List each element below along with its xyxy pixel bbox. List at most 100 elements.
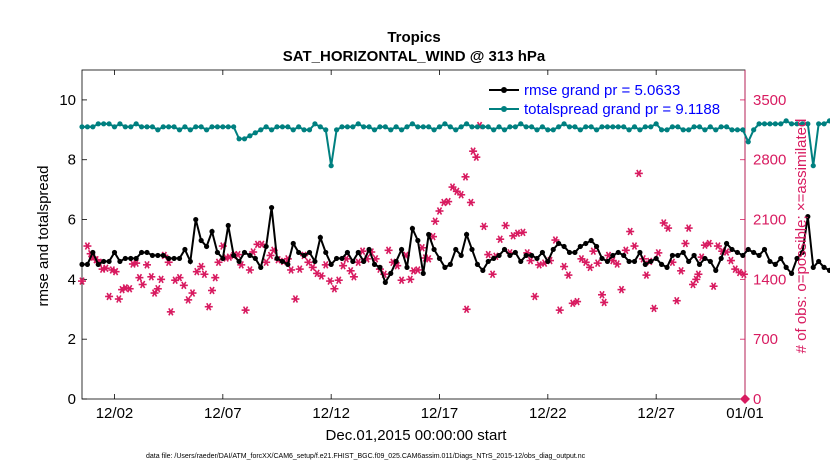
obs-marker	[439, 198, 448, 207]
obs-marker	[689, 280, 697, 289]
obs-marker-core	[511, 234, 515, 238]
totalspread-point	[106, 121, 112, 127]
totalspread-point	[328, 163, 334, 169]
totalspread-point	[556, 124, 562, 130]
obs-marker-core	[596, 261, 600, 265]
rmse-point	[122, 255, 128, 262]
totalspread-point	[480, 124, 486, 130]
x-tick-label: 12/12	[312, 405, 350, 422]
y-right-axis-label: # of obs: o=possible; ×=assimilated	[793, 119, 810, 354]
rmse-point	[436, 255, 443, 262]
totalspread-point	[593, 127, 600, 133]
rmse-point	[366, 246, 372, 253]
totalspread-point	[615, 124, 621, 130]
obs-marker	[626, 227, 635, 236]
obs-marker	[469, 147, 478, 156]
obs-marker-core	[120, 288, 124, 292]
rmse-point	[79, 261, 85, 268]
obs-marker	[586, 263, 595, 272]
totalspread-point	[621, 124, 627, 130]
rmse-point	[718, 255, 724, 262]
obs-marker-core	[311, 265, 315, 269]
obs-marker-core	[724, 250, 729, 254]
totalspread-point	[642, 124, 648, 130]
totalspread-point	[90, 124, 96, 130]
rmse-point	[761, 246, 768, 253]
obs-marker-core	[679, 269, 683, 273]
rmse-point	[296, 249, 302, 256]
totalspread-point	[778, 121, 784, 127]
rmse-point	[166, 255, 172, 262]
obs-marker	[208, 286, 216, 295]
y-tick-label: 8	[68, 152, 76, 169]
totalspread-point	[577, 127, 583, 133]
obs-marker-core	[628, 229, 632, 234]
rmse-point	[583, 240, 589, 247]
totalspread-point	[409, 121, 416, 127]
totalspread-point	[95, 121, 101, 127]
rmse-point	[198, 237, 204, 244]
totalspread-point	[821, 121, 827, 127]
rmse-point	[431, 246, 437, 253]
obs-marker	[132, 259, 141, 268]
obs-marker-core	[542, 261, 547, 265]
totalspread-point	[138, 124, 145, 130]
obs-marker-core	[656, 251, 660, 255]
rmse-point	[361, 258, 367, 265]
rmse-point	[160, 252, 166, 259]
obs-marker	[713, 242, 722, 250]
rmse-point	[485, 258, 491, 265]
rmse-point	[306, 249, 313, 256]
obs-marker	[564, 271, 573, 279]
obs-marker-core	[416, 268, 420, 272]
rmse-point	[593, 243, 600, 250]
totalspread-point	[637, 127, 643, 133]
totalspread-point	[610, 124, 616, 130]
totalspread-point	[333, 127, 340, 133]
obs-marker-core	[352, 275, 356, 279]
rmse-point	[826, 267, 830, 273]
obs-marker-core	[521, 230, 525, 234]
totalspread-point	[518, 121, 524, 127]
totalspread-point	[734, 127, 741, 133]
rmse-point	[713, 267, 719, 273]
rmse-point	[371, 261, 378, 268]
rmse-point	[794, 255, 800, 262]
obs-marker-core	[433, 219, 437, 223]
rmse-point	[301, 252, 307, 259]
obs-marker-core	[306, 260, 311, 264]
obs-marker-core	[104, 266, 108, 270]
totalspread-point	[799, 121, 806, 127]
rmse-point	[388, 270, 394, 276]
obs-marker-core	[579, 257, 584, 261]
y-tick-label: 4	[68, 271, 76, 288]
rmse-point	[523, 252, 529, 259]
rmse-point	[317, 234, 323, 241]
totalspread-point	[469, 124, 475, 130]
obs-marker-core	[186, 298, 190, 302]
rmse-point	[377, 264, 383, 270]
rmse-point	[702, 255, 708, 262]
obs-marker-core	[177, 276, 182, 280]
obs-marker-core	[533, 294, 537, 299]
rmse-point	[128, 255, 134, 262]
totalspread-point	[377, 124, 383, 130]
totalspread-point	[258, 127, 264, 133]
obs-marker-core	[137, 276, 142, 280]
rmse-point	[333, 255, 340, 262]
obs-marker-core	[716, 244, 720, 248]
totalspread-point	[631, 124, 638, 130]
rmse-point	[767, 258, 773, 265]
obs-marker	[573, 297, 582, 306]
obs-marker-core	[107, 294, 111, 299]
rmse-point	[675, 252, 681, 259]
obs-marker-core	[349, 269, 353, 273]
rmse-point	[231, 252, 237, 259]
totalspread-point	[561, 121, 567, 127]
obs-marker-core	[236, 252, 240, 257]
obs-marker-core	[584, 260, 588, 264]
totalspread-point	[182, 124, 188, 130]
rmse-point	[117, 258, 123, 265]
rmse-point	[788, 270, 795, 276]
rmse-point	[111, 249, 118, 256]
